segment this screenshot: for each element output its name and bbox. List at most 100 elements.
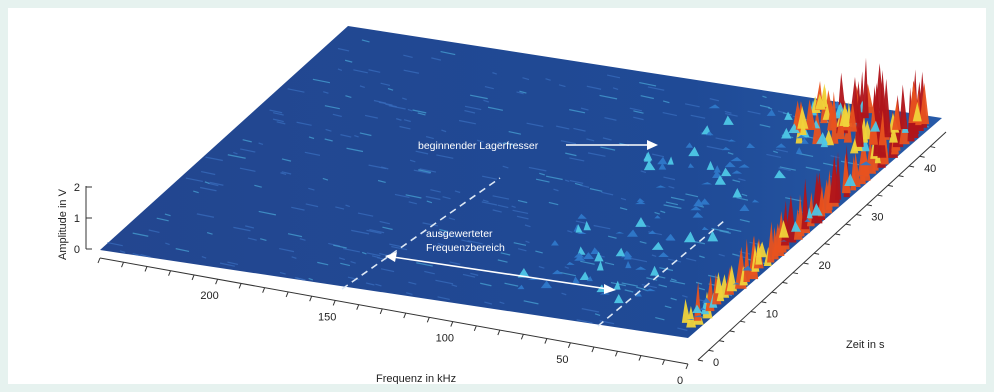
surface-peak: [643, 152, 652, 162]
texture-streak: [629, 107, 643, 112]
texture-streak: [766, 153, 782, 159]
surface-peak: [707, 230, 719, 242]
texture-streak: [587, 152, 606, 157]
texture-streak: [727, 152, 734, 155]
texture-streak: [621, 282, 638, 287]
texture-streak: [647, 86, 665, 91]
texture-streak: [604, 117, 617, 121]
frequency-tick-label: 100: [436, 333, 454, 345]
texture-streak: [559, 271, 576, 277]
texture-streak: [539, 172, 545, 176]
texture-streak: [620, 197, 627, 201]
texture-streak: [528, 166, 547, 172]
texture-streak: [119, 250, 126, 254]
texture-streak: [287, 233, 303, 238]
texture-streak: [435, 279, 454, 285]
surface-peak: [648, 230, 657, 235]
texture-streak: [365, 282, 375, 286]
texture-streak: [402, 97, 407, 101]
frequency-tick: [614, 351, 618, 357]
texture-streak: [193, 190, 199, 194]
surface-peak: [791, 220, 802, 232]
texture-streak: [219, 262, 235, 267]
texture-streak: [175, 248, 190, 253]
surface-peak: [645, 288, 656, 292]
texture-streak: [343, 248, 360, 253]
frequency-axis-title: Frequenz in kHz: [376, 373, 456, 384]
time-tick: [898, 175, 904, 178]
time-tick-label: 30: [871, 211, 883, 223]
texture-streak: [741, 193, 748, 197]
texture-streak: [487, 106, 504, 111]
texture-streak: [718, 253, 725, 257]
surface-peak: [784, 111, 793, 120]
texture-streak: [454, 190, 461, 194]
bearing-seizure-arrow: [566, 140, 658, 150]
surface-peak: [693, 315, 705, 318]
texture-streak: [599, 320, 615, 325]
frequency-tick: [426, 317, 430, 323]
time-tick: [740, 320, 746, 323]
time-tick: [750, 310, 756, 313]
texture-streak: [569, 157, 585, 162]
texture-streak: [524, 224, 531, 228]
surface-peak: [870, 120, 881, 132]
texture-streak: [260, 238, 267, 241]
texture-streak: [699, 255, 705, 259]
surface-peak: [586, 275, 593, 282]
texture-streak: [451, 284, 458, 288]
surface-peak: [834, 104, 845, 119]
texture-streak: [470, 272, 479, 276]
texture-streak: [560, 140, 577, 145]
frequency-tick: [144, 266, 148, 272]
surface-peak: [615, 247, 626, 257]
texture-streak: [351, 229, 370, 235]
texture-streak: [662, 100, 670, 104]
texture-streak: [419, 168, 437, 173]
texture-streak: [481, 201, 498, 206]
surface-peak: [779, 240, 787, 242]
amplitude-axis-ticks: 0 1 2: [74, 182, 92, 256]
surface-peak: [731, 170, 743, 174]
texture-streak: [564, 266, 569, 269]
texture-streak: [682, 294, 688, 298]
texture-streak: [132, 232, 149, 237]
texture-streak: [345, 95, 352, 98]
texture-streak: [690, 114, 706, 119]
texture-streak: [273, 112, 284, 116]
surface-peak: [859, 161, 872, 166]
surface-peak: [623, 252, 632, 260]
surface-peak: [899, 84, 908, 129]
surface-peak: [596, 260, 604, 271]
texture-streak: [403, 119, 411, 123]
texture-streak: [725, 112, 738, 117]
texture-streak: [567, 230, 573, 233]
texture-streak: [396, 118, 402, 121]
texture-streak: [412, 109, 427, 114]
texture-streak: [580, 260, 595, 265]
texture-streak: [378, 101, 393, 106]
surface-peak: [583, 220, 592, 231]
frequency-tick-label: 50: [556, 354, 568, 366]
texture-streak: [517, 248, 527, 252]
texture-streak: [377, 179, 386, 184]
texture-streak: [312, 78, 331, 84]
texture-streak: [624, 289, 634, 293]
texture-streak: [239, 167, 256, 172]
frequency-tick: [638, 355, 642, 361]
texture-streak: [350, 260, 356, 264]
texture-streak: [245, 225, 255, 229]
texture-streak: [709, 98, 720, 102]
surface-peak: [795, 146, 803, 154]
surface-peak: [688, 146, 700, 157]
texture-streak: [364, 114, 378, 119]
texture-streak: [497, 204, 509, 209]
texture-streak: [208, 182, 219, 187]
surface-peak: [815, 93, 826, 110]
surface-peak: [572, 276, 580, 284]
texture-streak: [366, 252, 381, 257]
texture-streak: [337, 47, 350, 52]
frequency-tick: [309, 295, 313, 302]
time-tick-label: 10: [766, 308, 778, 320]
frequency-tick: [473, 325, 477, 332]
